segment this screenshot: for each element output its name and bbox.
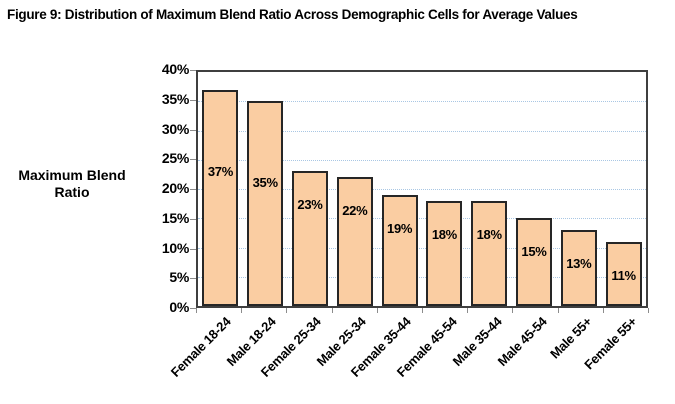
- bar-slot: 35%: [243, 72, 288, 306]
- x-tick-mark: [602, 308, 604, 313]
- bar-value-label: 22%: [342, 203, 368, 219]
- bar-male-35-44: 18%: [471, 200, 508, 306]
- x-tick-mark: [376, 308, 378, 313]
- y-tick-mark: [190, 99, 196, 101]
- y-tick-mark: [190, 70, 196, 71]
- y-axis-title: Maximum Blend Ratio: [16, 167, 128, 201]
- plot-area: 37% 35% 23% 22% 19% 18% 18% 15% 13% 11%: [196, 70, 648, 308]
- bar-slot: 18%: [467, 72, 512, 306]
- gridlines-layer: [198, 72, 646, 306]
- chart-title: Figure 9: Distribution of Maximum Blend …: [7, 7, 578, 22]
- bar-female-25-34: 23%: [291, 171, 328, 306]
- y-axis-title-line1: Maximum Blend: [18, 167, 126, 183]
- gridline: [198, 101, 646, 103]
- bar-value-label: 18%: [476, 226, 502, 242]
- x-tick-mark: [422, 308, 423, 313]
- x-tick-mark: [331, 308, 333, 313]
- y-tick-mark: [190, 308, 196, 309]
- bar-male-18-24: 35%: [247, 101, 284, 306]
- y-tick-mark: [190, 278, 196, 280]
- bar-value-label: 35%: [252, 175, 278, 191]
- bar-value-label: 11%: [611, 267, 636, 283]
- y-tick-mark: [190, 218, 196, 220]
- y-tick-mark: [190, 159, 196, 161]
- gridline: [198, 218, 646, 220]
- gridline: [198, 276, 646, 278]
- y-tick-label: 0%: [169, 299, 189, 315]
- y-tick-label: 20%: [161, 180, 189, 196]
- bar-slot: 18%: [422, 72, 467, 306]
- bar-value-label: 19%: [387, 220, 413, 236]
- y-tick-mark: [190, 129, 196, 131]
- bar-value-label: 18%: [431, 226, 457, 242]
- bar-slot: 22%: [332, 72, 377, 306]
- x-tick-mark: [648, 308, 649, 313]
- bar-slot: 11%: [601, 72, 646, 306]
- x-tick-mark: [467, 308, 469, 313]
- bar-value-label: 37%: [207, 163, 233, 179]
- bar-male-25-34: 22%: [336, 177, 373, 306]
- x-tick-mark: [196, 308, 197, 313]
- y-tick-label: 10%: [161, 239, 189, 256]
- bar-slot: 19%: [377, 72, 422, 306]
- bar-value-label: 15%: [521, 244, 547, 260]
- x-tick-mark: [241, 308, 243, 313]
- bar-value-label: 23%: [297, 197, 323, 213]
- x-tick-mark: [286, 308, 288, 313]
- bars-layer: 37% 35% 23% 22% 19% 18% 18% 15% 13% 11%: [198, 72, 646, 306]
- bar-slot: 13%: [556, 72, 601, 306]
- y-tick-mark: [190, 248, 196, 250]
- gridline: [198, 130, 646, 132]
- x-tick-label-female-18-24: Female 18-24: [167, 314, 234, 380]
- y-tick-label: 40%: [161, 61, 189, 77]
- y-axis-title-line2: Ratio: [54, 184, 90, 200]
- bar-female-45-54: 18%: [426, 200, 463, 306]
- gridline: [198, 159, 646, 161]
- bar-female-35-44: 19%: [381, 194, 418, 306]
- bar-slot: 37%: [198, 72, 243, 306]
- y-tick-mark: [190, 189, 196, 190]
- bar-female-55-: 11%: [605, 241, 642, 306]
- y-tick-label: 15%: [161, 209, 189, 226]
- bar-male-55-: 13%: [560, 229, 597, 306]
- bar-slot: 15%: [512, 72, 557, 306]
- y-tick-label: 5%: [169, 269, 189, 286]
- bar-female-18-24: 37%: [202, 89, 239, 306]
- y-tick-label: 25%: [161, 150, 189, 167]
- y-tick-label: 35%: [161, 90, 189, 107]
- x-tick-mark: [557, 308, 559, 313]
- bar-male-45-54: 15%: [515, 218, 552, 306]
- gridline: [198, 189, 646, 190]
- bar-value-label: 13%: [566, 255, 592, 271]
- gridline: [198, 247, 646, 249]
- y-tick-label: 30%: [161, 120, 189, 137]
- x-tick-mark: [512, 308, 514, 313]
- bar-slot: 23%: [288, 72, 333, 306]
